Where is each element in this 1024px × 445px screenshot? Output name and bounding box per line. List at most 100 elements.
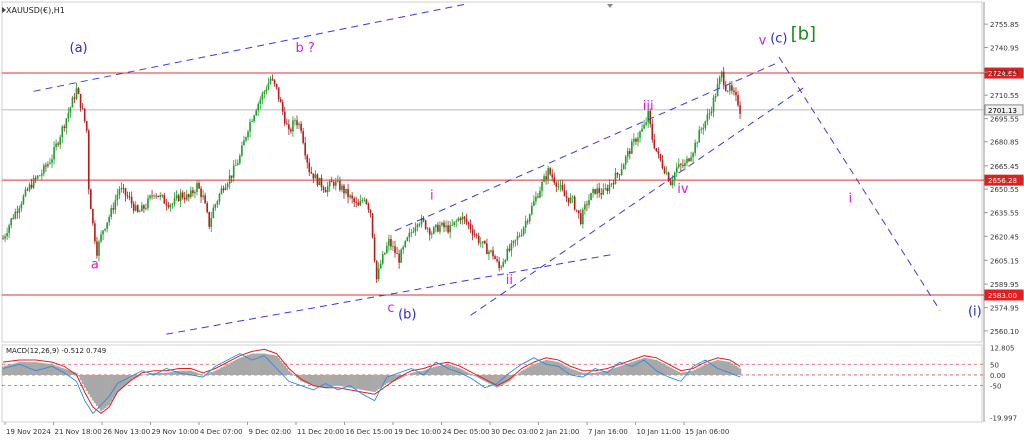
macd-histogram-bar — [682, 372, 684, 374]
candle-body — [182, 193, 184, 198]
trend-line — [779, 57, 940, 311]
candle-body — [617, 173, 619, 174]
candle-body — [449, 225, 451, 232]
macd-histogram-bar — [672, 369, 674, 375]
candle-body — [253, 115, 255, 121]
candle-body — [692, 153, 694, 157]
candle-body — [466, 219, 468, 223]
macd-histogram-bar — [343, 375, 345, 387]
candle-body — [139, 211, 141, 212]
macd-histogram-bar — [557, 362, 559, 375]
candle-body — [231, 175, 233, 177]
candle-body — [709, 113, 711, 114]
candle-body — [335, 181, 337, 185]
macd-histogram-bar — [537, 363, 539, 375]
candle-body — [27, 190, 29, 191]
macd-histogram-bar — [629, 363, 631, 375]
candle-body — [117, 195, 119, 200]
candle-body — [229, 175, 231, 183]
macd-histogram-bar — [218, 369, 220, 375]
candle-body — [21, 204, 23, 208]
candle-body — [549, 168, 551, 174]
candle-body — [698, 130, 700, 143]
macd-histogram-bar — [576, 371, 578, 375]
macd-histogram-bar — [376, 375, 378, 391]
candle-body — [500, 267, 502, 268]
candle-body — [639, 132, 641, 138]
macd-histogram-bar — [615, 368, 617, 375]
candle-body — [572, 197, 574, 198]
candle-body — [545, 176, 547, 179]
macd-histogram-bar — [94, 375, 96, 403]
price-tick-label: 2710.55 — [990, 92, 1019, 100]
candle-body — [494, 256, 496, 259]
candle-body — [562, 185, 564, 190]
candle-body — [68, 113, 70, 119]
candle-body — [627, 151, 629, 157]
macd-histogram-bar — [159, 373, 161, 375]
macd-histogram-bar — [680, 373, 682, 375]
candle-body — [635, 139, 637, 142]
candle-body — [555, 183, 557, 187]
candle-body — [705, 121, 707, 128]
macd-histogram-bar — [600, 372, 602, 375]
wave-label: (c) — [770, 32, 787, 47]
macd-title: MACD(12,26,9) -0.512 0.749 — [6, 347, 106, 355]
candle-body — [106, 222, 108, 228]
candle-body — [284, 112, 286, 124]
candle-body — [519, 236, 521, 237]
candle-body — [243, 141, 245, 146]
macd-histogram-bar — [312, 375, 314, 386]
macd-histogram-bar — [529, 366, 531, 375]
candle-body — [584, 204, 586, 209]
candle-body — [713, 98, 715, 112]
candle-body — [321, 178, 323, 187]
candle-body — [313, 173, 315, 178]
candle-body — [157, 196, 159, 197]
candle-body — [715, 96, 717, 98]
macd-histogram-bar — [310, 375, 312, 385]
candle-body — [304, 143, 306, 156]
macd-histogram-bar — [333, 375, 335, 386]
macd-histogram-bar — [378, 375, 380, 389]
candle-body — [23, 196, 25, 204]
macd-histogram-bar — [241, 357, 243, 375]
candle-body — [694, 143, 696, 153]
macd-histogram-bar — [696, 369, 698, 375]
candle-body — [192, 190, 194, 193]
price-tick-label: 2725.25 — [990, 69, 1019, 77]
candle-body — [368, 204, 370, 210]
candle-body — [472, 230, 474, 235]
candle-body — [366, 200, 368, 204]
time-tick-label: 26 Nov 13:00 — [103, 428, 150, 436]
candle-body — [88, 131, 90, 190]
candle-body — [94, 223, 96, 241]
macd-histogram-bar — [171, 372, 173, 375]
candle-body — [535, 197, 537, 202]
macd-histogram-bar — [39, 363, 41, 375]
macd-histogram-bar — [316, 375, 318, 386]
candle-body — [270, 79, 272, 84]
candle-body — [480, 243, 482, 244]
macd-histogram-bar — [220, 367, 222, 374]
candle-body — [370, 210, 372, 214]
macd-histogram-bar — [335, 375, 337, 386]
candle-body — [553, 177, 555, 182]
candle-body — [110, 208, 112, 217]
candle-body — [25, 190, 27, 196]
candle-body — [80, 94, 82, 108]
main-plot-frame — [2, 2, 982, 342]
candle-body — [306, 156, 308, 163]
candle-body — [437, 225, 439, 232]
macd-histogram-bar — [341, 375, 343, 386]
candle-body — [280, 99, 282, 102]
candle-body — [29, 185, 31, 191]
candle-body — [623, 165, 625, 170]
macd-histogram-bar — [359, 375, 361, 390]
candle-body — [660, 154, 662, 160]
macd-histogram-bar — [719, 360, 721, 375]
candle-body — [729, 85, 731, 91]
candle-body — [386, 246, 388, 253]
macd-histogram-bar — [243, 356, 245, 375]
candle-body — [664, 168, 666, 173]
